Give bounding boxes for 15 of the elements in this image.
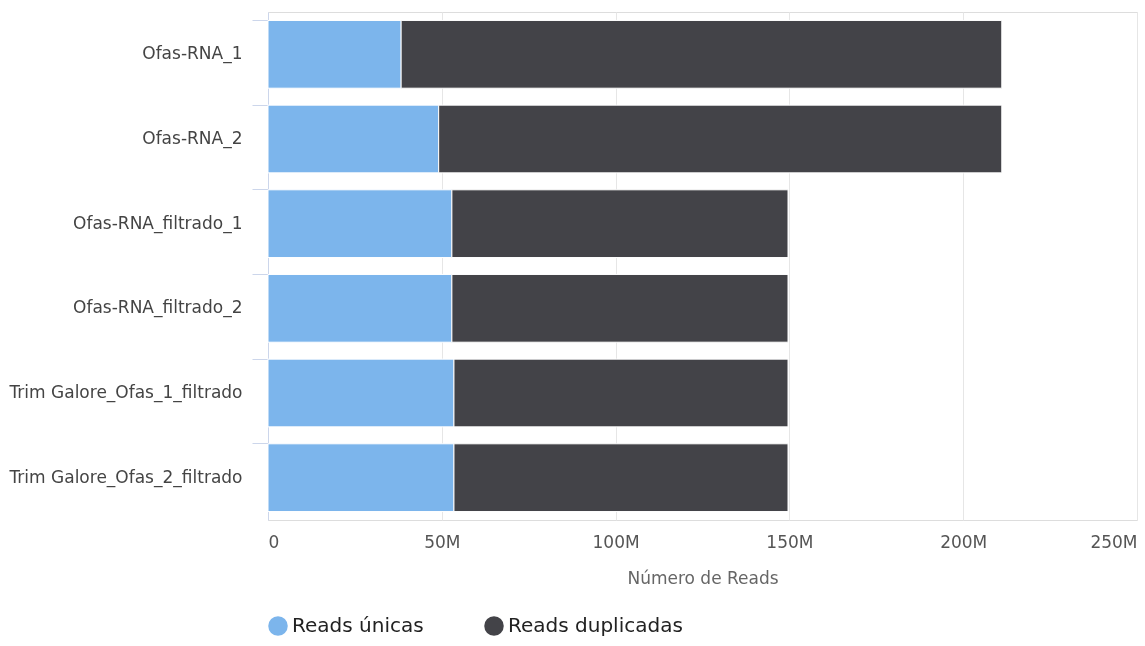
x-tick-label: 200M [940,531,988,552]
x-tick-label: 100M [592,531,640,552]
y-tick-label: Ofas-RNA_1 [142,43,243,65]
x-tick-label: 150M [766,531,814,552]
legend-label: Reads duplicadas [508,613,683,637]
y-tick-label: Trim Galore_Ofas_1_filtrado [8,382,243,403]
y-tick-label: Ofas-RNA_2 [142,128,243,149]
x-tick-label: 250M [1090,531,1138,552]
x-axis-title: Número de Reads [627,567,779,588]
legend-label: Reads únicas [292,613,424,637]
y-tick-label: Ofas-RNA_filtrado_2 [73,297,243,319]
x-tick-label: 0 [268,531,280,552]
y-tick-label: Trim Galore_Ofas_2_filtrado [8,466,243,488]
x-tick-label: 50M [424,531,461,552]
y-tick-label: Ofas-RNA_filtrado_1 [73,212,243,234]
